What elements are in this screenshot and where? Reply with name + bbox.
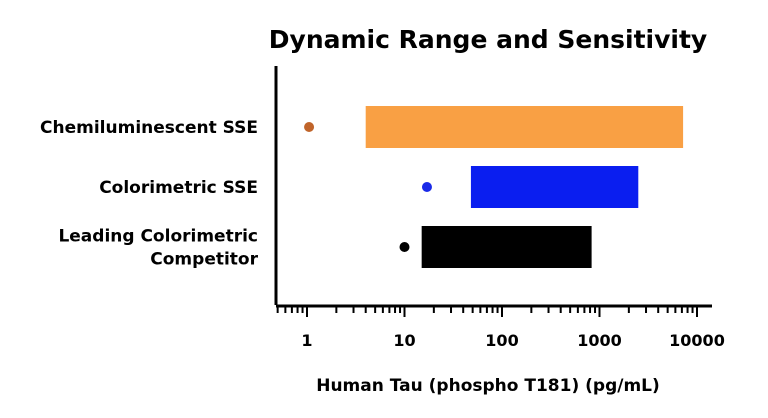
x-tick-label: 1000 (577, 331, 622, 350)
x-axis-label: Human Tau (phospho T181) (pg/mL) (316, 376, 660, 396)
category-label: Leading Colorimetric (58, 227, 258, 247)
range-bar (365, 106, 684, 148)
x-tick-label: 10 (393, 331, 415, 350)
sensitivity-dot (399, 242, 410, 252)
x-tick-label: 1 (301, 331, 312, 350)
sensitivity-dot (304, 122, 315, 132)
range-bar (470, 166, 639, 208)
category-label: Competitor (150, 250, 258, 270)
category-label: Chemiluminescent SSE (40, 118, 258, 138)
chart-title: Dynamic Range and Sensitivity (269, 25, 707, 54)
range-bar (421, 226, 592, 268)
plot-area: 1 10 100 1000 10000 Chemiluminescent SSE Color… (40, 66, 725, 350)
x-tick-label: 100 (485, 331, 518, 350)
category-label: Colorimetric SSE (99, 178, 258, 198)
x-tick-label: 10000 (669, 331, 725, 350)
sensitivity-dot (421, 182, 432, 192)
